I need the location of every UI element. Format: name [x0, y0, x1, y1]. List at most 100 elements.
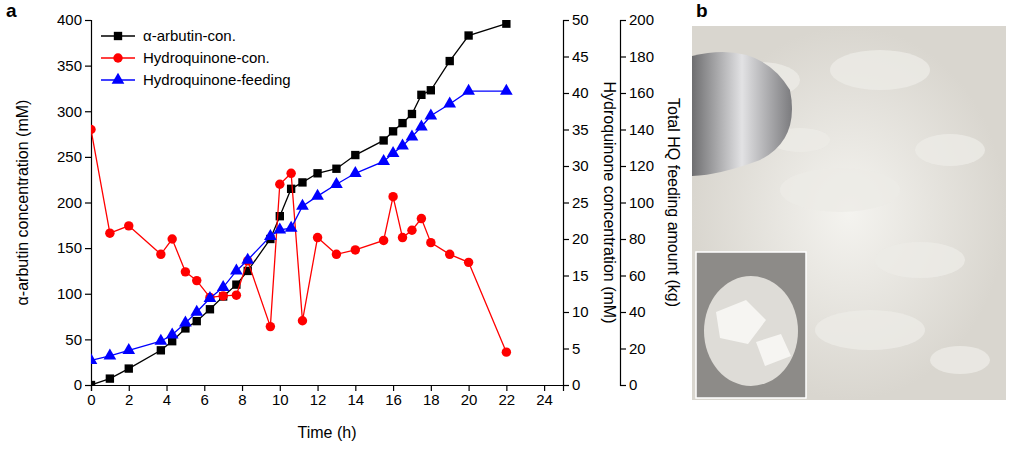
axis-y2ticks: 05101520253035404550 — [563, 11, 589, 393]
marker — [287, 185, 295, 193]
tick-label: 180 — [629, 48, 654, 65]
tick-mark — [85, 294, 91, 295]
legend-item: Hydroquinone-feeding — [101, 71, 291, 88]
marker — [296, 199, 309, 210]
tick-mark — [563, 312, 569, 313]
legend-label: Hydroquinone-feeding — [143, 71, 291, 88]
tick-label: 45 — [572, 48, 589, 65]
marker — [502, 20, 510, 28]
tick-mark — [563, 93, 569, 94]
photo-inset — [696, 252, 806, 398]
photo-texture — [875, 242, 965, 278]
tick: 180 — [620, 48, 654, 65]
tick-label: 20 — [572, 230, 589, 247]
tick: 0 — [620, 376, 637, 393]
legend-item: α-arbutin-con. — [101, 27, 236, 44]
series-line — [91, 91, 506, 360]
tick-mark — [85, 111, 91, 112]
tick: 5 — [563, 340, 580, 357]
tick: 10 — [563, 303, 589, 320]
tick: 0 — [87, 385, 95, 408]
tick-label: 14 — [347, 391, 364, 408]
marker — [156, 250, 165, 259]
tick-mark — [620, 239, 626, 240]
tick-mark — [620, 93, 626, 94]
plot-area — [91, 20, 513, 385]
tick-label: 140 — [629, 121, 654, 138]
tick-label: 8 — [238, 391, 246, 408]
tick-label: 150 — [57, 239, 82, 256]
canvas: a024681012141618202224050100150200250300… — [0, 0, 1014, 452]
marker — [157, 346, 165, 354]
tick-mark — [620, 275, 626, 276]
tick-label: 20 — [629, 340, 646, 357]
tick: 12 — [310, 385, 327, 408]
tick: 22 — [499, 385, 516, 408]
marker — [443, 97, 456, 108]
tick: 2 — [125, 385, 133, 408]
marker — [122, 343, 135, 354]
tick-label: 250 — [57, 148, 82, 165]
tick: 20 — [563, 230, 589, 247]
tick-label: 12 — [310, 391, 327, 408]
panel-letter: a — [6, 0, 17, 21]
tick-label: 4 — [163, 391, 171, 408]
marker — [241, 253, 254, 264]
marker — [232, 290, 241, 299]
tick: 150 — [57, 239, 91, 256]
photo — [692, 26, 1006, 400]
tick-label: 40 — [629, 303, 646, 320]
tick: 40 — [563, 84, 589, 101]
tick: 0 — [563, 376, 580, 393]
x-axis-title: Time (h) — [298, 424, 357, 441]
photo-texture — [780, 168, 900, 212]
tick-mark — [85, 157, 91, 158]
tick: 100 — [620, 194, 654, 211]
marker — [218, 291, 227, 300]
marker — [379, 136, 387, 144]
marker — [266, 322, 275, 331]
tick-mark — [620, 385, 626, 386]
tick: 0 — [74, 376, 91, 393]
tick-label: 30 — [572, 157, 589, 174]
tick: 45 — [563, 48, 589, 65]
tick-label: 0 — [629, 376, 637, 393]
marker — [91, 353, 97, 364]
marker — [125, 364, 133, 372]
tick: 50 — [65, 331, 91, 348]
tick-mark — [620, 202, 626, 203]
tick: 350 — [57, 57, 91, 74]
legend-marker — [113, 53, 122, 62]
marker — [417, 91, 425, 99]
tick: 300 — [57, 103, 91, 120]
marker — [91, 125, 96, 134]
legend-label: Hydroquinone-con. — [143, 49, 270, 66]
marker — [351, 151, 359, 159]
y-axis-title: α-arbutin concentration (mM) — [14, 100, 31, 306]
marker — [426, 238, 435, 247]
marker — [313, 233, 322, 242]
tick-label: 100 — [57, 285, 82, 302]
tick: 10 — [272, 385, 289, 408]
tick-label: 200 — [57, 194, 82, 211]
tick-label: 18 — [423, 391, 440, 408]
tick: 35 — [563, 121, 589, 138]
tick-mark — [620, 312, 626, 313]
tick-label: 0 — [572, 376, 580, 393]
marker — [415, 119, 428, 130]
tick-mark — [85, 385, 91, 386]
tick-mark — [563, 275, 569, 276]
tick: 20 — [461, 385, 478, 408]
axis-line — [564, 21, 570, 386]
marker — [190, 305, 203, 316]
tick: 250 — [57, 148, 91, 165]
tick-mark — [85, 339, 91, 340]
tick: 100 — [57, 285, 91, 302]
photo-spoon — [692, 52, 792, 176]
tick: 200 — [57, 194, 91, 211]
tick-label: 2 — [125, 391, 133, 408]
tick-label: 6 — [201, 391, 209, 408]
tick-label: 400 — [57, 11, 82, 28]
marker — [502, 347, 511, 356]
tick-label: 40 — [572, 84, 589, 101]
